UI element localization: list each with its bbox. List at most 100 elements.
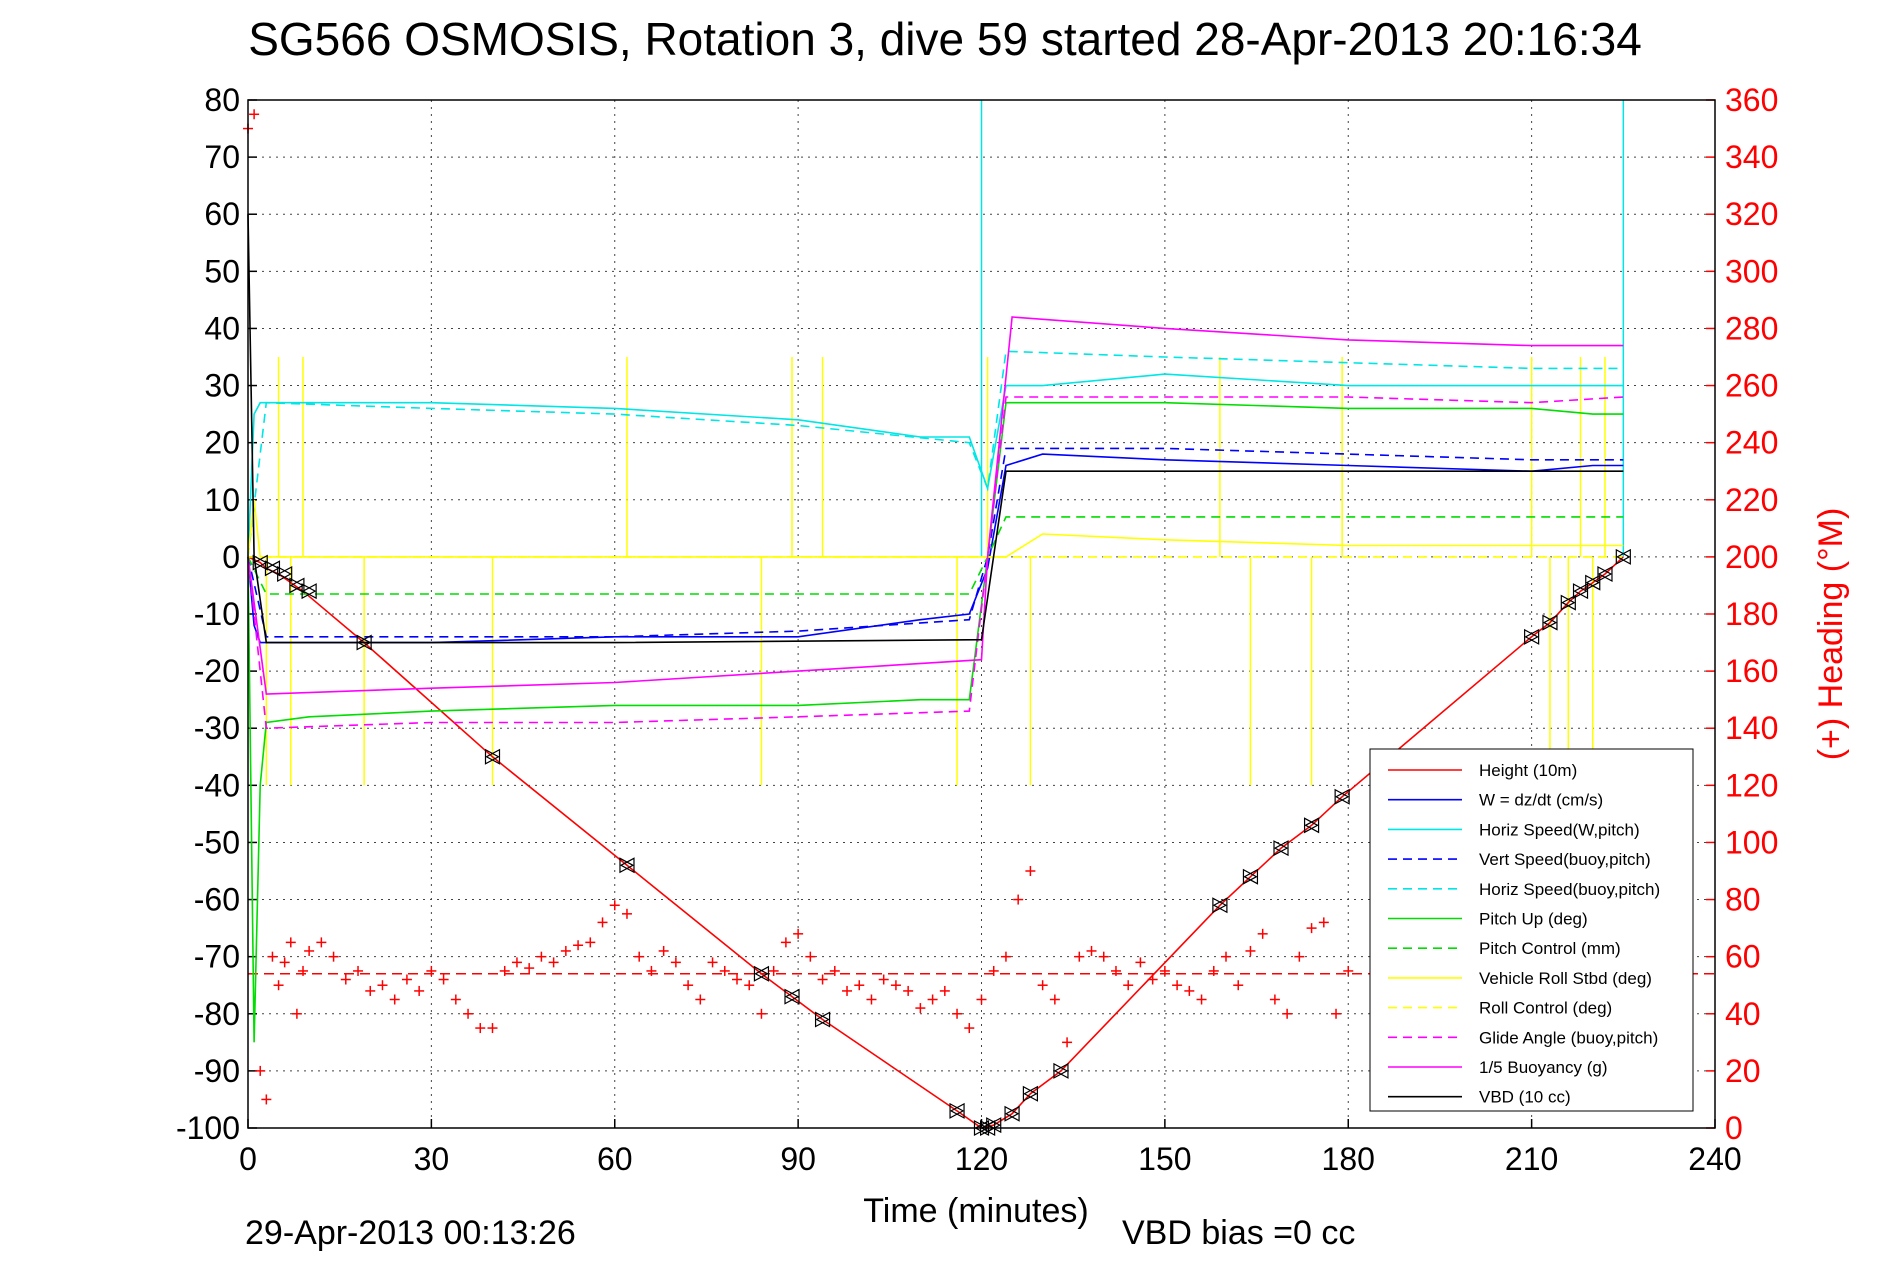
heading-point bbox=[401, 974, 412, 985]
heading-point bbox=[793, 928, 804, 939]
marker-tri-left bbox=[1304, 817, 1320, 834]
heading-point bbox=[621, 908, 632, 919]
waypoint-marker bbox=[619, 857, 635, 874]
heading-point bbox=[389, 994, 400, 1005]
waypoint-marker bbox=[1242, 868, 1259, 885]
legend-label: 1/5 Buoyancy (g) bbox=[1479, 1058, 1608, 1077]
series-line-5 bbox=[247, 401, 1624, 1043]
marker-tri-left bbox=[301, 583, 317, 600]
heading-point bbox=[1282, 1008, 1293, 1019]
heading-point bbox=[279, 957, 290, 968]
y-right-tick-label: 260 bbox=[1725, 368, 1778, 404]
x-tick-label: 90 bbox=[780, 1141, 816, 1177]
x-axis-label: Time (minutes) bbox=[863, 1192, 1088, 1230]
x-tick-label: 150 bbox=[1138, 1141, 1191, 1177]
heading-point bbox=[291, 1008, 302, 1019]
y-tick-label: 10 bbox=[204, 482, 240, 518]
heading-point bbox=[548, 957, 559, 968]
series-line-7 bbox=[247, 499, 1624, 558]
y-tick-label: -40 bbox=[194, 767, 240, 803]
y-tick-label: 60 bbox=[204, 196, 240, 232]
series-line-2 bbox=[247, 373, 1624, 557]
y-tick-label: -50 bbox=[194, 824, 240, 860]
y-right-tick-label: 0 bbox=[1725, 1110, 1743, 1146]
y-tick-label: 30 bbox=[204, 368, 240, 404]
heading-point bbox=[732, 974, 742, 985]
legend-label: Glide Angle (buoy,pitch) bbox=[1479, 1028, 1658, 1047]
heading-point bbox=[511, 957, 522, 968]
heading-point bbox=[340, 974, 351, 985]
heading-point bbox=[1123, 980, 1134, 991]
y-tick-label: 50 bbox=[204, 253, 240, 289]
series-line-3 bbox=[247, 447, 1624, 638]
series-line-0 bbox=[247, 556, 1624, 1129]
heading-point bbox=[707, 957, 718, 968]
heading-point bbox=[1343, 965, 1354, 976]
heading-point bbox=[1245, 945, 1256, 956]
heading-point bbox=[377, 980, 388, 991]
heading-point bbox=[1098, 951, 1109, 962]
heading-point bbox=[842, 985, 853, 996]
heading-point bbox=[316, 937, 327, 948]
heading-point bbox=[976, 994, 987, 1005]
heading-point bbox=[353, 965, 364, 976]
marker-tri-left bbox=[1573, 583, 1589, 600]
heading-point bbox=[261, 1094, 272, 1105]
heading-point bbox=[1049, 994, 1060, 1005]
heading-point bbox=[1233, 980, 1244, 991]
y-tick-label: 80 bbox=[204, 82, 240, 118]
heading-point bbox=[1000, 951, 1011, 962]
y-tick-label: -20 bbox=[194, 653, 240, 689]
heading-point bbox=[670, 957, 681, 968]
waypoint-marker bbox=[814, 1011, 831, 1028]
footer-timestamp: 29-Apr-2013 00:13:26 bbox=[245, 1214, 576, 1252]
heading-point bbox=[1294, 951, 1305, 962]
heading-point bbox=[1221, 951, 1231, 962]
plot-frame bbox=[247, 99, 1716, 1129]
heading-point bbox=[927, 994, 938, 1005]
y-right-tick-label: 340 bbox=[1725, 139, 1778, 175]
y-tick-label: -90 bbox=[194, 1053, 240, 1089]
x-tick-label: 210 bbox=[1505, 1141, 1558, 1177]
legend-label: Pitch Up (deg) bbox=[1479, 910, 1588, 929]
heading-point bbox=[585, 937, 596, 948]
x-tick-label: 60 bbox=[597, 1141, 633, 1177]
waypoint-marker bbox=[1303, 817, 1320, 834]
heading-point bbox=[1013, 894, 1024, 905]
heading-point bbox=[328, 951, 339, 962]
waypoint-marker bbox=[1560, 594, 1576, 611]
y-right-tick-label: 140 bbox=[1725, 710, 1778, 746]
marker-tri-left bbox=[815, 1011, 831, 1028]
footer-vbd-bias: VBD bias =0 cc bbox=[1122, 1214, 1355, 1252]
heading-point bbox=[426, 965, 437, 976]
heading-point bbox=[683, 980, 694, 991]
heading-point bbox=[536, 951, 547, 962]
waypoint-marker bbox=[1597, 566, 1613, 583]
marker-tri-left bbox=[356, 634, 372, 651]
heading-point bbox=[878, 974, 889, 985]
marker-tri-left bbox=[619, 857, 635, 874]
heading-point bbox=[1257, 928, 1268, 939]
heading-point bbox=[414, 985, 425, 996]
heading-point bbox=[499, 965, 510, 976]
heading-point bbox=[487, 1023, 498, 1034]
waypoint-marker bbox=[784, 988, 800, 1005]
heading-point bbox=[646, 965, 657, 976]
right-axis-label: (+) Heading (°M) bbox=[1812, 508, 1850, 761]
heading-point bbox=[597, 917, 608, 928]
heading-point bbox=[1318, 917, 1329, 928]
marker-tri-left bbox=[784, 988, 800, 1005]
heading-point bbox=[854, 980, 865, 991]
heading-point bbox=[634, 951, 645, 962]
legend-label: Vehicle Roll Stbd (deg) bbox=[1479, 969, 1652, 988]
y-right-tick-label: 200 bbox=[1725, 539, 1778, 575]
y-right-tick-label: 180 bbox=[1725, 596, 1778, 632]
y-tick-label: -100 bbox=[176, 1110, 240, 1146]
y-tick-label: 0 bbox=[222, 539, 240, 575]
waypoint-marker bbox=[1542, 614, 1558, 631]
x-tick-label: 0 bbox=[239, 1141, 257, 1177]
right-axis-ticks: 3603403203002802602402202001801601401201… bbox=[1706, 82, 1778, 1146]
heading-point bbox=[609, 900, 620, 911]
legend-label: W = dz/dt (cm/s) bbox=[1479, 791, 1603, 810]
